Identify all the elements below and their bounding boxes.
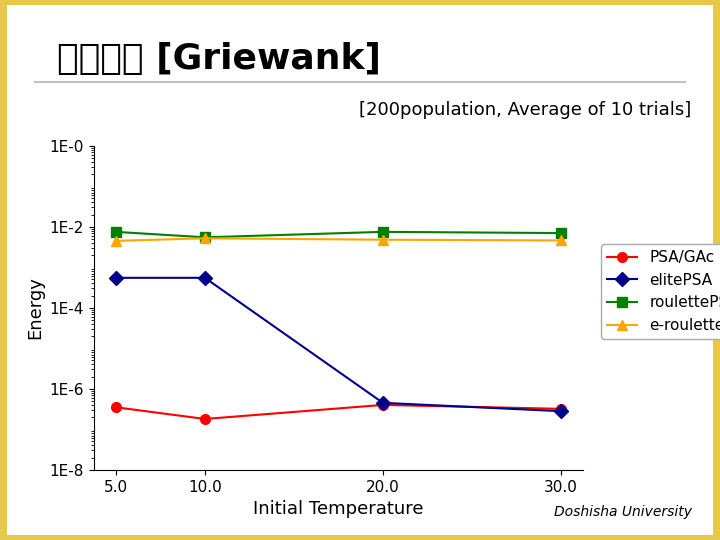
elitePSA [201,274,210,281]
roulettePSA [201,234,210,240]
e-roulettePSA [112,238,120,244]
PSA/GAc [201,416,210,422]
Line: PSA/GAc: PSA/GAc [111,400,566,424]
Text: Doshisha University: Doshisha University [554,505,692,519]
Line: roulettePSA: roulettePSA [111,227,566,242]
e-roulettePSA [201,235,210,241]
PSA/GAc [557,406,565,412]
elitePSA [379,400,387,406]
elitePSA [112,274,120,281]
Text: 実験結果 [Griewank]: 実験結果 [Griewank] [57,43,381,77]
e-roulettePSA [557,237,565,244]
PSA/GAc [379,402,387,408]
Y-axis label: Energy: Energy [26,276,44,339]
Line: elitePSA: elitePSA [111,273,566,416]
X-axis label: Initial Temperature: Initial Temperature [253,500,423,518]
Line: e-roulettePSA: e-roulettePSA [111,233,566,246]
roulettePSA [112,228,120,235]
roulettePSA [379,228,387,235]
roulettePSA [557,230,565,237]
elitePSA [557,408,565,414]
e-roulettePSA [379,237,387,243]
Text: [200population, Average of 10 trials]: [200population, Average of 10 trials] [359,100,692,119]
PSA/GAc [112,404,120,410]
Legend: PSA/GAc, elitePSA, roulettePSA, e-roulettePSA: PSA/GAc, elitePSA, roulettePSA, e-roulet… [600,244,720,339]
